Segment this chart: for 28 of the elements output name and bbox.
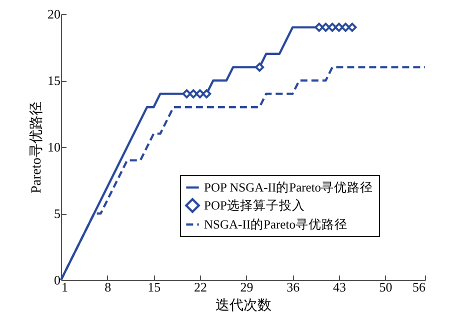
y-tick-label: 10 (48, 140, 60, 154)
point (182, 89, 192, 98)
x-axis-title: 迭代次数 (216, 298, 272, 314)
point (195, 89, 205, 98)
y-tick-label: 0 (54, 272, 60, 288)
point (348, 22, 357, 32)
x-tick-label: 43 (332, 280, 346, 294)
y-tick-label: 15 (48, 73, 60, 88)
legend-label: NSGA-II的Pareto寻优路径 (204, 218, 348, 232)
y-tick-label: 5 (54, 206, 60, 221)
x-tick-label: 8 (104, 280, 112, 294)
point (328, 22, 337, 32)
legend-label: POP NSGA-II的Pareto寻优路径 (204, 180, 374, 194)
point (255, 62, 264, 72)
point (334, 22, 344, 32)
x-tick-label: 29 (240, 280, 254, 294)
point (321, 22, 330, 32)
x-tick-label: 15 (148, 280, 161, 294)
x-tick-label: 1 (62, 280, 68, 294)
x-tick-label: 36 (286, 280, 300, 294)
y-tick-label: 20 (48, 6, 60, 22)
legend-label: POP选择算子投入 (204, 198, 305, 212)
y-axis-title: Pareto寻优路径 (28, 102, 44, 194)
point (188, 89, 198, 98)
point (202, 89, 212, 98)
x-tick-label: 22 (194, 280, 207, 294)
x-tick-label: 50 (379, 280, 392, 294)
x-tick-label: 56 (412, 280, 426, 294)
